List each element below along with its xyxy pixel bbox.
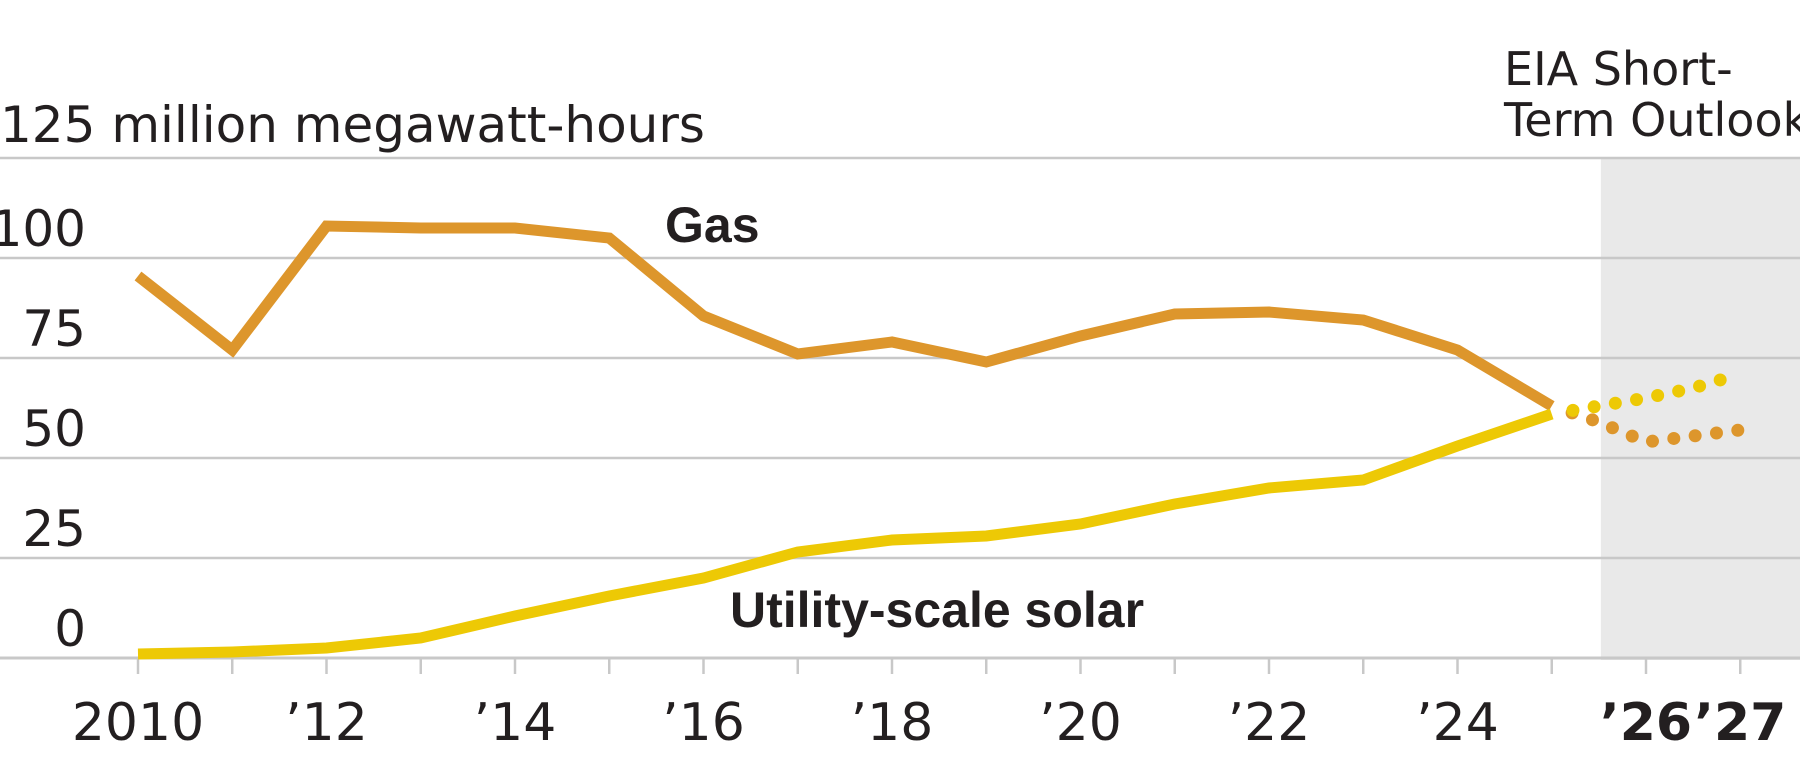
forecast-dot-gas — [1625, 429, 1639, 443]
series-label-gas: Gas — [665, 197, 760, 253]
forecast-dot-solar — [1587, 400, 1601, 414]
forecast-dot-gas — [1645, 434, 1659, 448]
x-tick-label: ’16 — [662, 693, 745, 753]
x-tick-label: ’20 — [1039, 693, 1122, 753]
y-tick-label: 25 — [22, 500, 86, 558]
forecast-dot-gas — [1667, 431, 1681, 445]
x-tick-label: ’18 — [851, 693, 934, 753]
forecast-dot-solar — [1630, 393, 1644, 407]
x-tick-label: ’22 — [1228, 693, 1311, 753]
forecast-dot-solar — [1713, 373, 1727, 387]
forecast-label-line1: EIA Short- — [1504, 42, 1733, 96]
forecast-dot-solar — [1651, 389, 1665, 403]
series-line-solar — [137, 408, 1554, 660]
forecast-band — [1600, 158, 1800, 660]
x-tick-label: ’24 — [1416, 693, 1499, 753]
x-tick-label: ’14 — [474, 693, 557, 753]
forecast-dot-solar — [1672, 384, 1686, 398]
forecast-dot-gas — [1688, 429, 1702, 443]
forecast-dot-gas — [1605, 421, 1619, 435]
y-tick-label: 50 — [22, 400, 86, 458]
x-tick-label: ’12 — [285, 693, 368, 753]
forecast-label-line2: Term Outlook — [1503, 93, 1800, 147]
forecast-dot-gas — [1585, 413, 1599, 427]
x-tick-label: 2010 — [72, 693, 204, 753]
x-tick-label: ’26 — [1600, 693, 1692, 753]
y-tick-label: 75 — [22, 300, 86, 358]
unit-label: 125 million megawatt-hours — [0, 96, 705, 154]
y-tick-label: 100 — [0, 200, 86, 258]
x-tick-label: ’27 — [1694, 693, 1786, 753]
forecast-dot-solar — [1693, 379, 1707, 393]
forecast-dot-gas — [1731, 423, 1745, 437]
forecast-dot-solar — [1566, 403, 1580, 417]
series-label-solar: Utility-scale solar — [730, 582, 1144, 638]
forecast-dot-gas — [1709, 426, 1723, 440]
y-tick-label: 0 — [54, 600, 86, 658]
forecast-dot-solar — [1608, 396, 1622, 410]
series-line-gas — [134, 220, 1555, 411]
